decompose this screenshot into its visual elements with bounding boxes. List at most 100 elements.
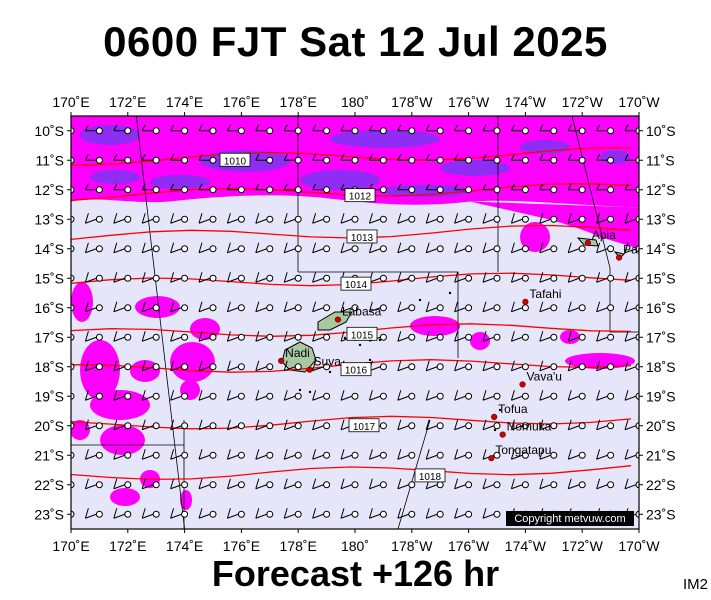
lat-label-right: 18˚S [646, 359, 676, 375]
lat-label-left: 14˚S [34, 241, 64, 257]
wind-barb [567, 478, 586, 490]
wind-barb [624, 301, 639, 313]
wind-barb [141, 242, 160, 254]
wind-barb [84, 449, 103, 460]
wind-barb [368, 508, 387, 519]
wind-barb [71, 304, 75, 312]
wind-barb [141, 154, 160, 164]
rain-patch [410, 316, 460, 336]
lat-label-left: 12˚S [34, 182, 64, 198]
wind-barb [368, 390, 387, 401]
wind-barb [226, 419, 245, 431]
wind-barb [113, 124, 132, 135]
wind-barb [312, 301, 331, 313]
wind-barb [170, 183, 189, 194]
wind-barb [283, 360, 302, 372]
lat-label-right: 11˚S [646, 152, 675, 168]
wind-barb [510, 124, 529, 135]
lon-label-bottom: 170˚W [618, 538, 660, 554]
wind-barb [283, 301, 302, 313]
wind-barb [397, 272, 416, 283]
isobar-label: 1012 [344, 188, 376, 203]
wind-barb [170, 390, 189, 401]
wind-barb [198, 213, 217, 224]
wind-barb [510, 478, 529, 490]
heavy-rain-area [380, 185, 470, 197]
wind-barb [198, 478, 217, 490]
wind-barb [113, 360, 132, 372]
place-marker: Apia [584, 228, 616, 246]
wind-barb [312, 478, 331, 490]
isobar-label: 1017 [348, 418, 380, 433]
wind-barb [454, 301, 473, 313]
wind-barb [283, 124, 302, 135]
wind-barb [596, 360, 615, 372]
wind-barb [255, 301, 274, 313]
wind-barb [84, 124, 103, 135]
lat-label-right: 21˚S [646, 447, 676, 463]
place-label: Tafahi [529, 287, 561, 301]
wind-barb [397, 183, 416, 194]
heavy-rain-area [440, 160, 510, 176]
lat-label-left: 18˚S [34, 359, 64, 375]
lon-label-top: 172˚W [562, 94, 604, 110]
wind-barb [170, 272, 189, 283]
rain-patch [110, 488, 140, 506]
wind-barb [454, 390, 473, 401]
wind-barb [283, 183, 302, 194]
lat-label-right: 19˚S [646, 388, 676, 404]
wind-barb [141, 478, 160, 490]
islet [378, 338, 382, 342]
lat-label-right: 20˚S [646, 418, 676, 434]
rain-patch [71, 420, 90, 440]
wind-barb [482, 183, 501, 194]
rain-patch [71, 282, 93, 322]
copyright-text: Copyright metvuw.com [514, 513, 625, 525]
place-marker: Suva [306, 355, 341, 373]
place-label: Tofua [498, 402, 528, 416]
region-boundary [397, 419, 431, 529]
islet [368, 358, 372, 362]
wind-barb [170, 124, 189, 135]
lon-label-top: 172˚E [109, 94, 146, 110]
wind-barb [283, 478, 302, 490]
wind-barb [340, 478, 359, 490]
place-label: Tongatapu [495, 443, 551, 457]
wind-barb [596, 154, 615, 164]
wind-barb [624, 272, 639, 283]
lon-label-bottom: 176˚E [223, 538, 260, 554]
wind-barb [170, 449, 189, 460]
wind-barb [255, 478, 274, 490]
lat-label-right: 15˚S [646, 270, 676, 286]
wind-barb [283, 272, 302, 283]
wind-barb [425, 301, 444, 313]
rain-band-east [470, 201, 639, 249]
wind-barb [255, 272, 274, 283]
islet [498, 408, 502, 412]
wind-barb [141, 331, 160, 342]
wind-barb [312, 154, 331, 164]
wind-barb [198, 449, 217, 460]
wind-barb [425, 390, 444, 401]
place-label: Vava'u [527, 369, 562, 383]
wind-barb [397, 478, 416, 490]
lat-label-left: 10˚S [34, 123, 64, 139]
wind-barb [539, 213, 558, 224]
wind-barb [397, 390, 416, 401]
lon-label-top: 174˚E [166, 94, 203, 110]
wind-barb [170, 154, 189, 164]
wind-barb [567, 213, 586, 224]
wind-barb [596, 390, 615, 401]
wind-barb [198, 508, 217, 519]
wind-barb [283, 331, 302, 342]
wind-barb [454, 419, 473, 431]
wind-barb [368, 124, 387, 135]
wind-barb [596, 183, 615, 194]
lon-label-bottom: 174˚E [166, 538, 203, 554]
wind-barb [141, 272, 160, 283]
rain-patch [100, 425, 145, 455]
wind-barb [454, 124, 473, 135]
lat-label-left: 20˚S [34, 418, 64, 434]
wind-barb [624, 360, 639, 372]
